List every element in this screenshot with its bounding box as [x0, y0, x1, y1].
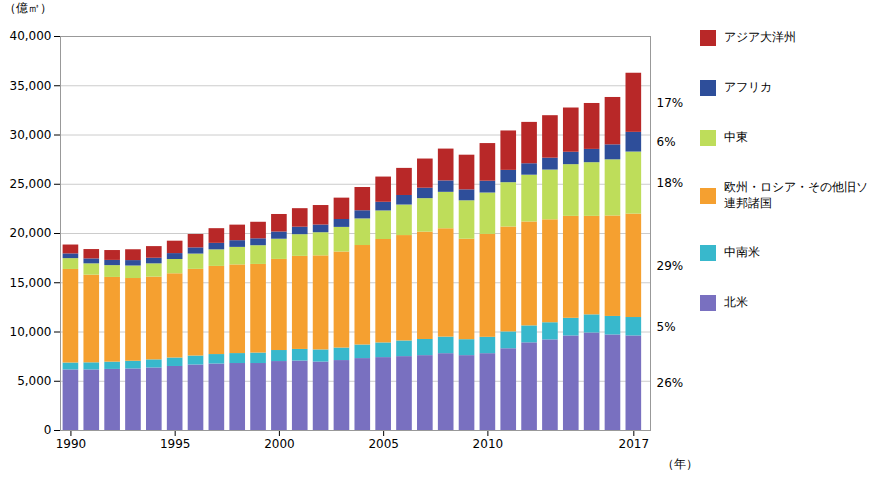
svg-text:2000: 2000	[264, 437, 295, 451]
svg-text:29%: 29%	[657, 259, 684, 273]
svg-text:2005: 2005	[368, 437, 399, 451]
svg-text:（年）: （年）	[662, 457, 698, 471]
svg-text:1990: 1990	[56, 437, 87, 451]
html-text:中東: 中東	[724, 130, 748, 145]
svg-text:17%: 17%	[657, 96, 684, 110]
svg-text:2010: 2010	[473, 437, 504, 451]
html-text:北米: 北米	[724, 295, 748, 310]
svg-text:25,000: 25,000	[10, 177, 52, 191]
svg-text:18%: 18%	[657, 176, 684, 190]
svg-text:40,000: 40,000	[10, 29, 52, 43]
svg-text:10,000: 10,000	[10, 325, 52, 339]
svg-text:1995: 1995	[160, 437, 191, 451]
html-text:アフリカ: アフリカ	[724, 80, 772, 95]
html-text:アジア大洋州: アジア大洋州	[724, 30, 796, 45]
svg-text:26%: 26%	[657, 376, 684, 390]
svg-text:0: 0	[44, 423, 52, 437]
svg-text:20,000: 20,000	[10, 226, 52, 240]
svg-text:30,000: 30,000	[10, 128, 52, 142]
svg-text:35,000: 35,000	[10, 79, 52, 93]
html-text:中南米: 中南米	[724, 245, 760, 260]
svg-text:6%: 6%	[657, 135, 676, 149]
svg-text:5%: 5%	[657, 320, 676, 334]
svg-text:2017: 2017	[619, 437, 650, 451]
svg-text:5,000: 5,000	[17, 374, 51, 388]
svg-text:（億㎥）: （億㎥）	[4, 1, 52, 15]
svg-text:15,000: 15,000	[10, 276, 52, 290]
html-text:欧州・ロシア・その他旧ソ連邦諸国: 欧州・ロシア・その他旧ソ連邦諸国	[724, 180, 868, 210]
